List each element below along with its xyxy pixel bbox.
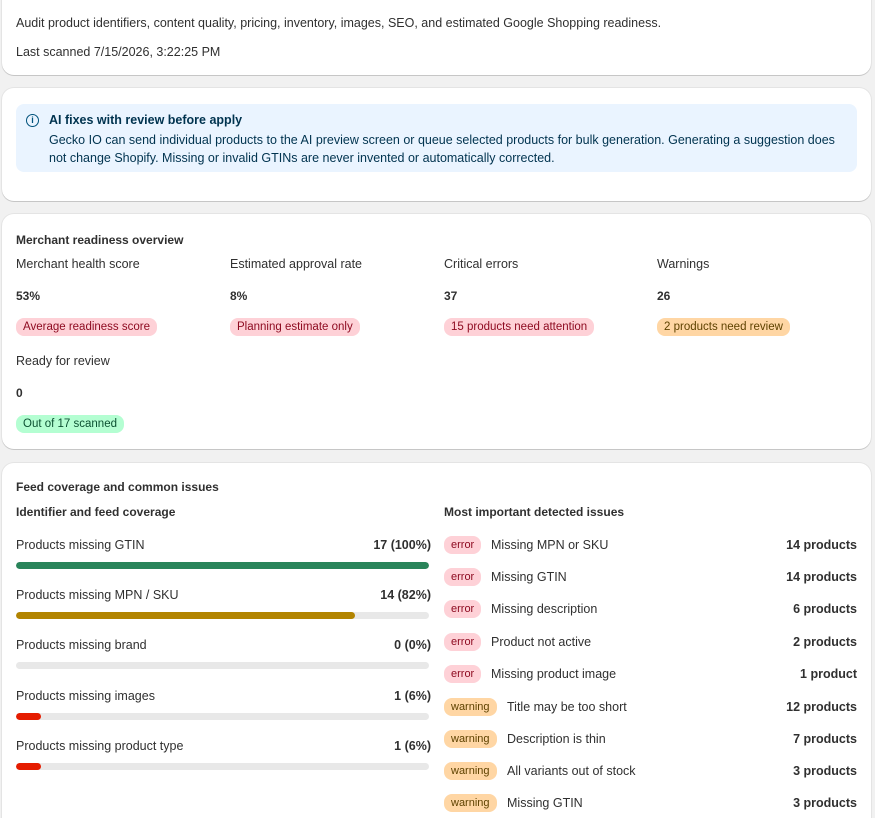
issue-row: error Missing MPN or SKU 14 products xyxy=(444,536,857,556)
coverage-label: Products missing brand xyxy=(16,638,147,652)
issue-label: Product not active xyxy=(491,635,592,649)
identifier-coverage-title: Identifier and feed coverage xyxy=(16,505,176,519)
metric-label: Warnings xyxy=(657,257,710,271)
issue-row: warning All variants out of stock 3 produc… xyxy=(444,762,857,782)
coverage-row: Products missing brand 0 (0%) xyxy=(16,638,431,678)
coverage-progress-fill xyxy=(16,612,355,619)
coverage-value: 1 (6%) xyxy=(394,689,431,703)
issue-label: All variants out of stock xyxy=(507,764,636,778)
issue-count: 14 products xyxy=(786,570,857,584)
info-icon: i xyxy=(26,114,39,127)
coverage-progress-bar xyxy=(16,662,429,669)
coverage-progress-bar xyxy=(16,562,429,569)
coverage-row: Products missing GTIN 17 (100%) xyxy=(16,538,431,578)
issue-row: warning Title may be too short 12 products xyxy=(444,698,857,718)
readiness-overview-card: Merchant readiness overview Merchant hea… xyxy=(2,214,871,449)
issue-severity-badge: error xyxy=(444,665,482,683)
status-badge: Average readiness score xyxy=(16,318,157,336)
coverage-label: Products missing product type xyxy=(16,739,184,753)
issue-severity-badge: warning xyxy=(444,794,497,812)
coverage-value: 14 (82%) xyxy=(380,588,431,602)
issue-severity-badge: error xyxy=(444,568,482,586)
coverage-title: Feed coverage and common issues xyxy=(16,480,219,494)
header-card: Audit product identifiers, content quali… xyxy=(2,0,871,75)
issue-count: 2 products xyxy=(793,635,857,649)
status-badge: Planning estimate only xyxy=(230,318,360,336)
issue-count: 1 product xyxy=(800,667,857,681)
issue-label: Missing GTIN xyxy=(491,570,567,584)
coverage-row: Products missing MPN / SKU 14 (82%) xyxy=(16,588,431,628)
metric-value: 37 xyxy=(444,289,458,303)
coverage-progress-bar xyxy=(16,763,429,770)
issue-severity-badge: warning xyxy=(444,762,497,780)
issue-label: Description is thin xyxy=(507,732,606,746)
issue-count: 14 products xyxy=(786,538,857,552)
ai-banner-card: i AI fixes with review before apply Geck… xyxy=(2,88,871,201)
issue-severity-badge: warning xyxy=(444,698,497,716)
status-badge: Out of 17 scanned xyxy=(16,415,124,433)
issue-label: Missing description xyxy=(491,602,598,616)
coverage-progress-bar xyxy=(16,713,429,720)
issue-row: error Missing GTIN 14 products xyxy=(444,568,857,588)
coverage-label: Products missing images xyxy=(16,689,155,703)
coverage-progress-fill xyxy=(16,562,429,569)
status-badge: 15 products need attention xyxy=(444,318,595,336)
issue-row: error Missing description 6 products xyxy=(444,600,857,620)
issue-count: 3 products xyxy=(793,764,857,778)
issue-row: error Product not active 2 products xyxy=(444,633,857,653)
feed-coverage-card: Feed coverage and common issues Identifi… xyxy=(2,463,871,818)
coverage-label: Products missing MPN / SKU xyxy=(16,588,179,602)
issue-count: 12 products xyxy=(786,700,857,714)
info-banner: i AI fixes with review before apply Geck… xyxy=(16,104,857,172)
coverage-row: Products missing images 1 (6%) xyxy=(16,689,431,729)
issue-row: warning Description is thin 7 products xyxy=(444,730,857,750)
coverage-value: 0 (0%) xyxy=(394,638,431,652)
coverage-value: 17 (100%) xyxy=(373,538,431,552)
last-scanned-text: Last scanned 7/15/2026, 3:22:25 PM xyxy=(16,45,221,59)
metric-value: 53% xyxy=(16,289,41,303)
overview-title: Merchant readiness overview xyxy=(16,233,184,247)
status-badge: 2 products need review xyxy=(657,318,790,336)
metric-value: 8% xyxy=(230,289,248,303)
metric-label: Critical errors xyxy=(444,257,519,271)
issue-severity-badge: warning xyxy=(444,730,497,748)
banner-title: AI fixes with review before apply xyxy=(49,113,243,127)
issue-label: Title may be too short xyxy=(507,700,627,714)
coverage-progress-fill xyxy=(16,763,41,770)
issue-count: 7 products xyxy=(793,732,857,746)
metric-label: Ready for review xyxy=(16,354,110,368)
metric-value: 26 xyxy=(657,289,671,303)
issue-row: warning Missing GTIN 3 products xyxy=(444,794,857,814)
issue-severity-badge: error xyxy=(444,536,482,554)
metric-label: Merchant health score xyxy=(16,257,140,271)
issue-label: Missing MPN or SKU xyxy=(491,538,609,552)
coverage-row: Products missing product type 1 (6%) xyxy=(16,739,431,779)
coverage-progress-bar xyxy=(16,612,429,619)
issue-label: Missing product image xyxy=(491,667,617,681)
issue-severity-badge: error xyxy=(444,633,482,651)
detected-issues-title: Most important detected issues xyxy=(444,505,625,519)
issue-row: error Missing product image 1 product xyxy=(444,665,857,685)
metric-label: Estimated approval rate xyxy=(230,257,363,271)
coverage-progress-fill xyxy=(16,713,41,720)
coverage-value: 1 (6%) xyxy=(394,739,431,753)
issue-label: Missing GTIN xyxy=(507,796,583,810)
issue-count: 3 products xyxy=(793,796,857,810)
coverage-label: Products missing GTIN xyxy=(16,538,145,552)
banner-text: Gecko IO can send individual products to… xyxy=(49,133,835,165)
metric-value: 0 xyxy=(16,386,23,400)
issue-count: 6 products xyxy=(793,602,857,616)
issue-severity-badge: error xyxy=(444,600,482,618)
page-description: Audit product identifiers, content quali… xyxy=(16,16,662,30)
